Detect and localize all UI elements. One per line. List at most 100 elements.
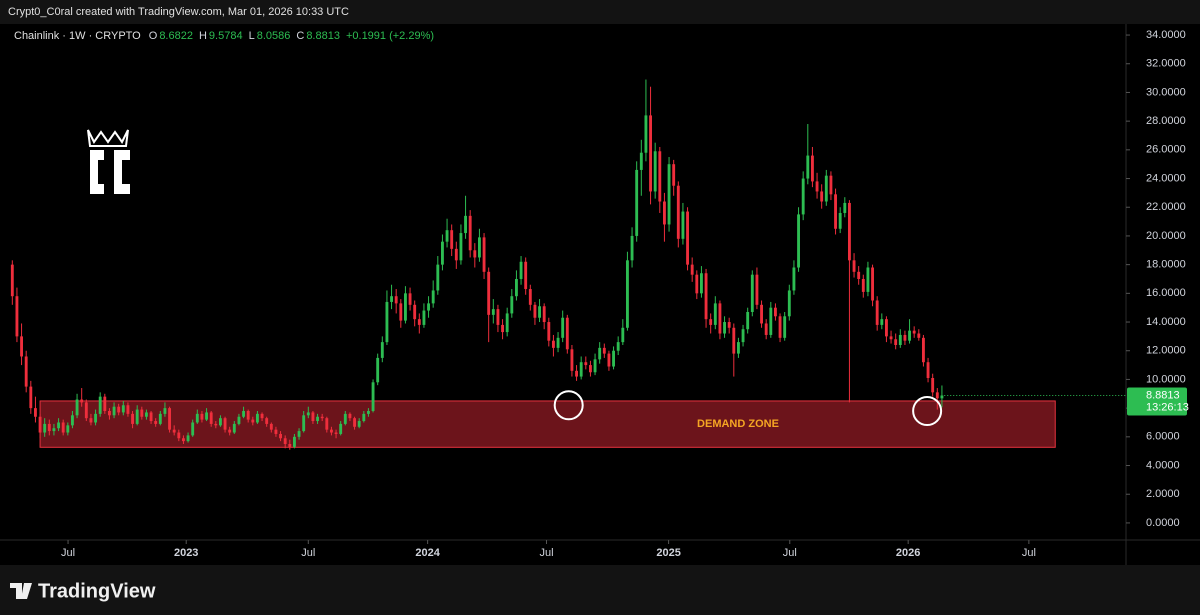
candle-body xyxy=(177,432,181,439)
x-tick-label: Jul xyxy=(61,547,75,559)
candle-body xyxy=(205,412,208,420)
candle-body xyxy=(894,339,898,345)
candle-body xyxy=(686,211,689,265)
candle-body xyxy=(861,278,865,292)
candle-body xyxy=(926,362,930,378)
candle-body xyxy=(371,382,375,411)
legend-change: +0.1991 (+2.29%) xyxy=(346,30,434,42)
candle-body xyxy=(746,311,750,330)
candle-body xyxy=(935,392,939,399)
legend-value: 8.0586 xyxy=(257,30,291,42)
candle-body xyxy=(450,230,454,249)
highlight-circle xyxy=(912,396,943,426)
candle-body xyxy=(413,304,417,320)
legend-value: 8.8813 xyxy=(306,30,340,42)
candle-body xyxy=(482,237,486,272)
candle-body xyxy=(797,214,800,268)
y-tick-label: 4.0000 xyxy=(1146,459,1180,471)
candle-body xyxy=(561,317,565,338)
candle-body xyxy=(297,431,301,437)
candle-body xyxy=(427,303,430,311)
candle-body xyxy=(75,399,79,416)
candle-body xyxy=(852,260,856,272)
candle-body xyxy=(723,322,726,334)
candle-body xyxy=(649,115,652,192)
candle-body xyxy=(931,377,935,393)
candle-body xyxy=(921,337,925,363)
candle-body xyxy=(191,422,195,436)
candle-body xyxy=(10,264,14,297)
legend-value: 8.6822 xyxy=(159,30,193,42)
candle-body xyxy=(505,313,509,333)
candle-body xyxy=(625,260,629,328)
legend-key: O xyxy=(149,30,158,42)
candle-body xyxy=(908,330,911,341)
candle-body xyxy=(533,304,537,318)
candle-body xyxy=(366,411,370,414)
candle-body xyxy=(353,418,356,427)
candle-body xyxy=(330,429,333,433)
candle-body xyxy=(898,334,902,345)
candle-body xyxy=(112,406,116,416)
candle-body xyxy=(538,306,541,318)
candle-body xyxy=(334,432,338,434)
y-tick-label: 18.0000 xyxy=(1146,259,1186,271)
candle-body xyxy=(496,309,500,325)
candle-body xyxy=(806,155,810,179)
candle-body xyxy=(487,271,491,315)
candle-body xyxy=(750,274,754,312)
candle-body xyxy=(736,342,740,354)
x-tick-label: Jul xyxy=(301,547,315,559)
candle-body xyxy=(468,215,472,251)
candle-body xyxy=(528,289,532,305)
candle-body xyxy=(565,317,569,350)
candle-body xyxy=(551,340,555,348)
y-tick-label: 12.0000 xyxy=(1146,345,1186,357)
candle-body xyxy=(575,370,578,377)
demand-zone xyxy=(39,400,1056,448)
candle-body xyxy=(15,296,19,337)
candle-body xyxy=(98,396,102,414)
candle-body xyxy=(704,273,708,320)
candle-body xyxy=(491,309,495,315)
crown xyxy=(87,129,129,147)
candle-body xyxy=(228,429,232,433)
candle-body xyxy=(403,293,407,321)
candle-body xyxy=(390,296,393,302)
header: Crypt0_C0ral created with TradingView.co… xyxy=(8,6,349,18)
legend-key: L xyxy=(249,30,255,42)
candle-body xyxy=(339,423,343,434)
candle-body xyxy=(519,261,523,279)
candle-body xyxy=(417,319,421,325)
x-tick-label: Jul xyxy=(1022,547,1036,559)
candle-body xyxy=(219,418,222,426)
candle-body xyxy=(399,303,403,321)
candle-body xyxy=(570,349,574,371)
price-tag-value: 8.8813 xyxy=(1146,389,1180,401)
candle-body xyxy=(357,421,361,427)
candle-body xyxy=(912,330,916,334)
candle-body xyxy=(80,399,84,403)
candle-body xyxy=(834,194,837,229)
candle-body xyxy=(376,357,380,383)
candle-body xyxy=(306,412,310,416)
candle-body xyxy=(182,438,185,442)
candle-body xyxy=(857,271,861,279)
candle-body xyxy=(709,319,713,325)
candle-body xyxy=(408,293,412,305)
logo xyxy=(87,129,130,194)
candle-body xyxy=(667,164,671,225)
candle-body xyxy=(274,429,278,434)
x-tick-label: 2024 xyxy=(415,547,440,559)
candle-body xyxy=(769,307,773,335)
candle-body xyxy=(43,423,47,433)
candle-body xyxy=(847,202,851,261)
candle-body xyxy=(792,267,796,291)
candle-body xyxy=(223,418,227,430)
candle-body xyxy=(293,436,296,447)
candle-body xyxy=(246,411,250,420)
brand-mark xyxy=(10,583,32,599)
candle-body xyxy=(126,405,130,414)
y-tick-label: 2.0000 xyxy=(1146,488,1180,500)
